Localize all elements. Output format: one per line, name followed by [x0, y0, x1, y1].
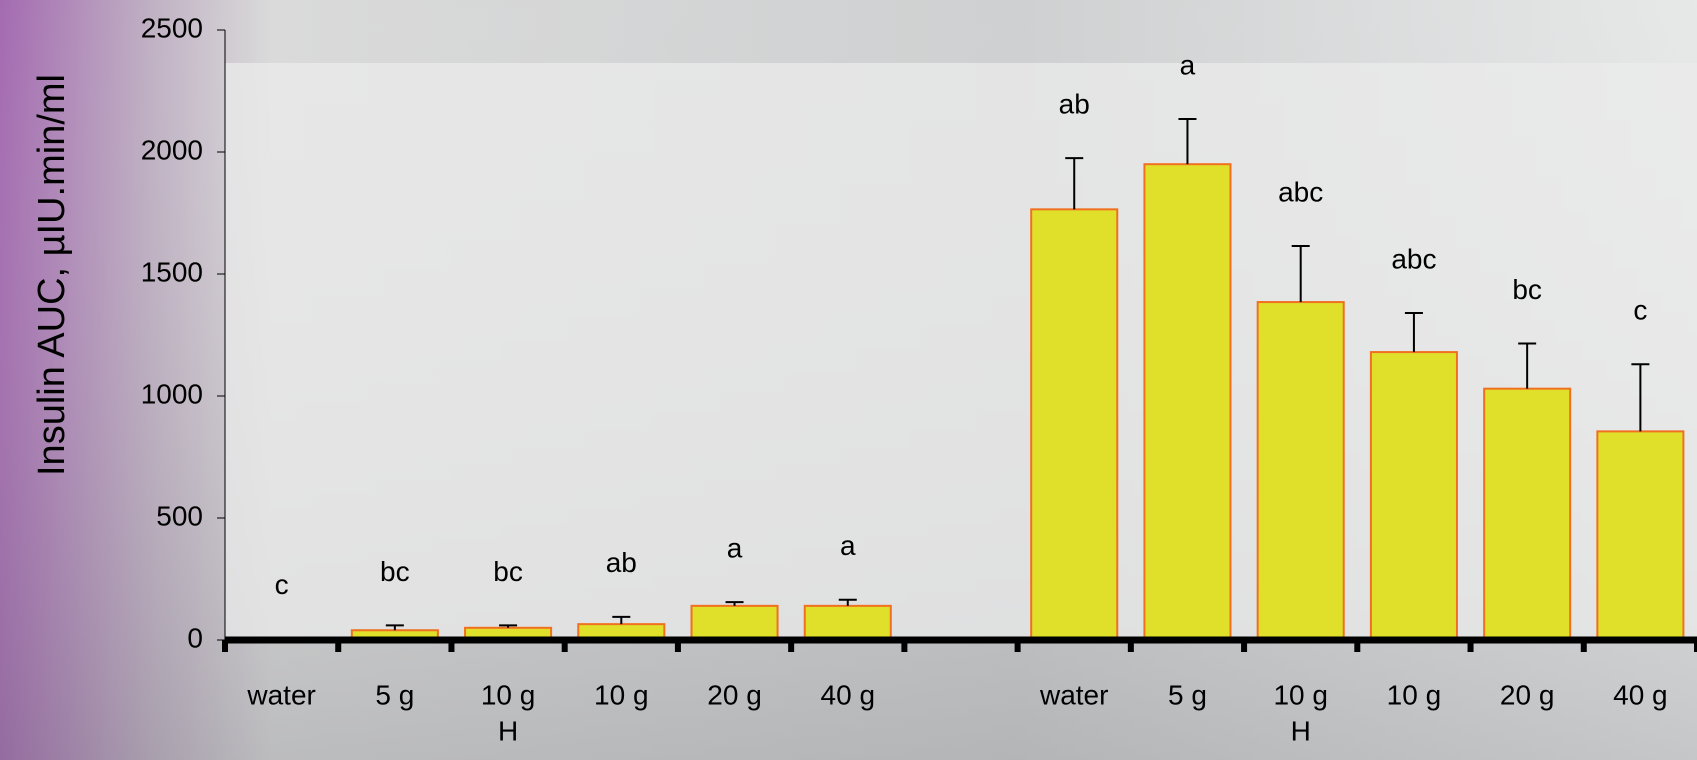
y-tick-label: 0: [187, 622, 203, 653]
significance-letter: bc: [493, 556, 523, 587]
x-tick-label: 10 g: [481, 679, 536, 710]
bar: [692, 606, 778, 640]
bar: [1597, 431, 1683, 640]
bar: [1258, 302, 1344, 640]
x-tick-label: 5 g: [1168, 679, 1207, 710]
x-tick-label: 40 g: [1613, 679, 1668, 710]
y-tick-label: 500: [156, 500, 203, 531]
significance-letter: ab: [1059, 88, 1090, 119]
x-tick-label: 20 g: [1500, 679, 1555, 710]
x-tick-label: 10 g: [594, 679, 649, 710]
bar: [1031, 209, 1117, 640]
page: {"chart_data": {"type": "bar", "y_label"…: [0, 0, 1697, 760]
y-tick-label: 2500: [141, 12, 203, 43]
bar: [1371, 352, 1457, 640]
plot-area: [225, 63, 1697, 640]
significance-letter: abc: [1391, 243, 1436, 274]
x-tick-label: 20 g: [707, 679, 762, 710]
group-label: H: [1291, 715, 1311, 746]
significance-letter: c: [275, 569, 289, 600]
significance-letter: bc: [380, 556, 410, 587]
x-tick-label: 10 g: [1273, 679, 1328, 710]
significance-letter: a: [727, 533, 743, 564]
group-label: H: [498, 715, 518, 746]
y-axis-label: Insulin AUC, µIU.min/ml: [31, 74, 73, 476]
y-tick-label: 2000: [141, 134, 203, 165]
significance-letter: bc: [1512, 274, 1542, 305]
bar: [805, 606, 891, 640]
significance-letter: a: [840, 530, 856, 561]
chart: Insulin AUC, µIU.min/ml 0 500 1000 1500 2000…: [0, 0, 1697, 760]
bar: [1484, 389, 1570, 640]
x-tick-label: water: [1039, 679, 1108, 710]
y-tick-label: 1000: [141, 378, 203, 409]
significance-letter: a: [1180, 49, 1196, 80]
x-tick-label: 10 g: [1387, 679, 1442, 710]
x-tick-label: 5 g: [375, 679, 414, 710]
significance-letter: ab: [606, 547, 637, 578]
y-tick-label: 1500: [141, 256, 203, 287]
x-tick-label: 40 g: [821, 679, 876, 710]
x-tick-label: water: [246, 679, 315, 710]
significance-letter: c: [1633, 295, 1647, 326]
bar: [1144, 164, 1230, 640]
significance-letter: abc: [1278, 176, 1323, 207]
